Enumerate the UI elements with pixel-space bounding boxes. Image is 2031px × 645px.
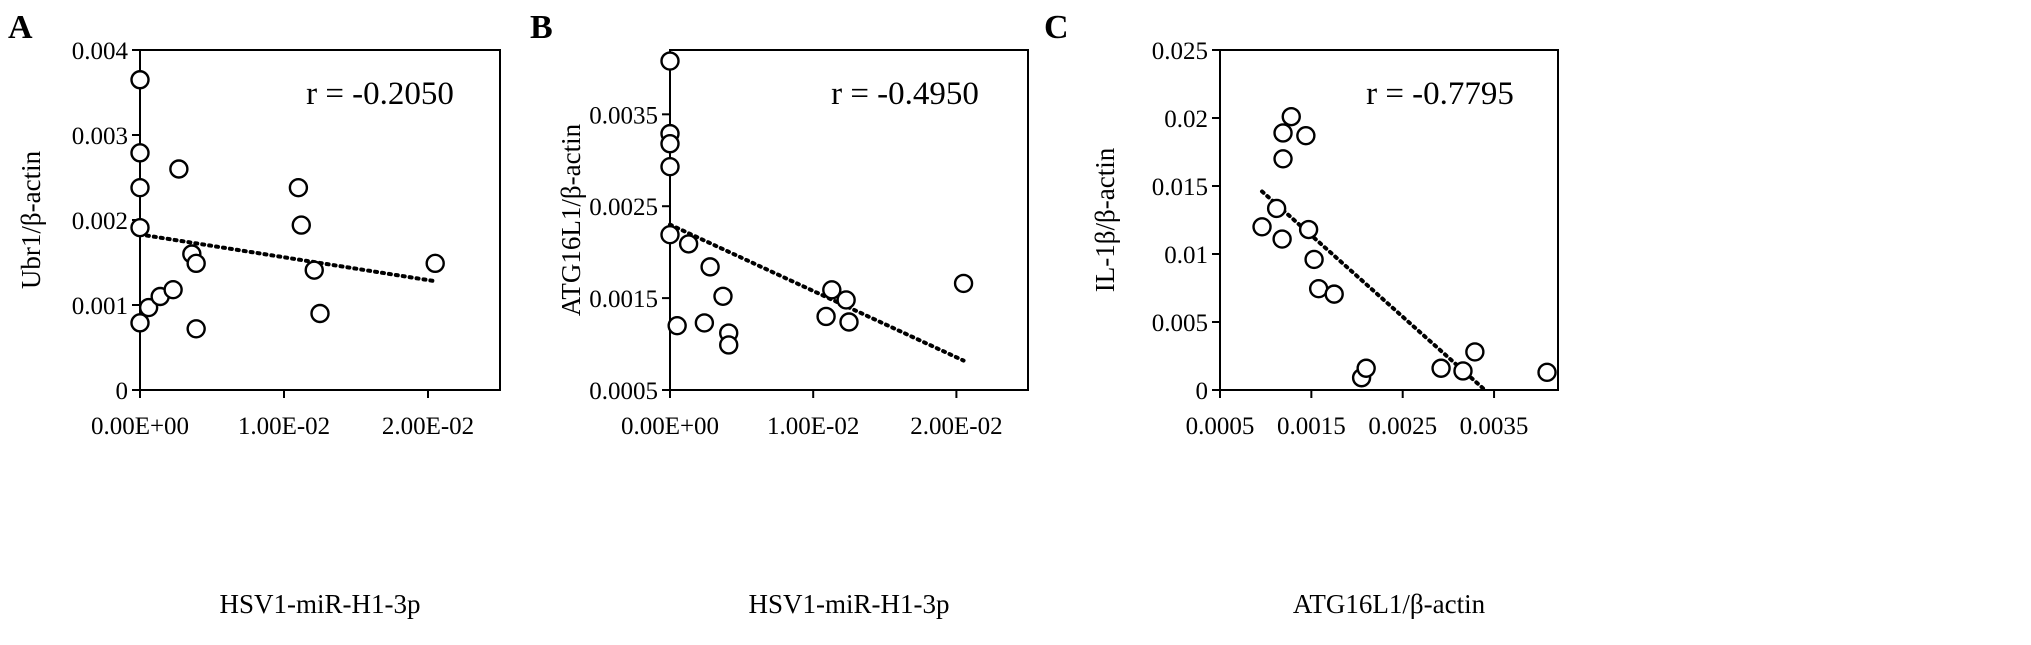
data-point-a (186, 319, 206, 339)
data-point-a (288, 177, 309, 198)
data-point-a (130, 217, 150, 238)
data-point-c (1273, 123, 1293, 143)
y-axis-label-a: Ubr1/β-actin (16, 150, 46, 289)
y-tick-label-a: 0.002 (72, 208, 128, 235)
x-tick-label-c: 0.0005 (1186, 413, 1255, 440)
data-point-b (660, 51, 680, 71)
data-point-c (1465, 342, 1485, 362)
data-point-a (425, 253, 445, 274)
data-point-a (130, 313, 150, 333)
data-point-b (816, 306, 836, 327)
x-tick-label-a: 1.00E-02 (238, 413, 330, 440)
data-point-c (1304, 249, 1324, 270)
correlation-annotation-c: r = -0.7795 (1366, 76, 1514, 112)
panel-letter-b: B (530, 9, 553, 46)
y-axis-label-c: IL-1β/β-actin (1090, 147, 1120, 292)
data-point-b (700, 257, 720, 277)
y-tick-label-c: 0.025 (1152, 38, 1208, 65)
data-point-b (836, 290, 856, 310)
x-axis-label-a: HSV1-miR-H1-3p (220, 589, 421, 619)
data-point-a (169, 159, 189, 179)
data-point-b (678, 234, 699, 254)
x-tick-label-a: 0.00E+00 (91, 413, 189, 440)
x-tick-label-b: 2.00E-02 (910, 413, 1002, 440)
data-point-b (953, 273, 974, 294)
data-point-a (291, 215, 311, 235)
y-tick-label-b: 0.0035 (589, 102, 658, 129)
y-tick-label-b: 0.0025 (589, 194, 658, 221)
x-tick-label-c: 0.0035 (1460, 413, 1529, 440)
data-point-a (310, 303, 330, 324)
data-point-b (839, 312, 859, 332)
data-point-c (1266, 198, 1287, 219)
y-tick-label-b: 0.0005 (589, 378, 658, 405)
y-tick-label-a: 0.004 (72, 38, 129, 65)
data-point-a (304, 260, 324, 280)
data-point-b (713, 286, 733, 306)
correlation-annotation-b: r = -0.4950 (831, 76, 979, 112)
trendline-c (1260, 189, 1487, 392)
data-point-c (1431, 358, 1451, 378)
data-point-b (694, 313, 715, 333)
x-tick-label-b: 1.00E-02 (767, 413, 859, 440)
data-point-b (660, 225, 680, 245)
data-point-b (660, 134, 680, 154)
y-tick-label-a: 0.003 (72, 123, 128, 150)
data-point-a (130, 70, 150, 90)
plot-frame-b (669, 49, 1029, 391)
y-axis-label-b: ATG16L1/β-actin (556, 123, 586, 316)
trendline-b (668, 222, 966, 363)
data-point-c (1296, 125, 1316, 146)
y-tick-label-c: 0.01 (1164, 242, 1208, 269)
panel-a: A 0 0.001 0.002 0.003 0.004 0.00E+00 1.00E-02 2.… (8, 9, 501, 619)
plot-frame-c (1219, 49, 1559, 391)
data-point-c (1453, 361, 1473, 381)
data-point-c (1252, 217, 1272, 237)
data-point-a (130, 143, 150, 163)
y-tick-label-c: 0 (1196, 378, 1209, 405)
y-tick-label-a: 0 (116, 378, 129, 405)
panel-c: C 0 0.005 0.01 0.015 0.02 0.025 0.0005 0.0015 0.0… (1044, 9, 1559, 619)
data-point-c (1324, 284, 1344, 304)
data-point-c (1272, 229, 1292, 249)
data-point-c (1281, 106, 1301, 127)
y-tick-label-c: 0.02 (1164, 106, 1208, 133)
data-point-a (138, 297, 159, 318)
x-tick-label-c: 0.0015 (1277, 413, 1346, 440)
x-tick-label-b: 0.00E+00 (621, 413, 719, 440)
y-tick-label-c: 0.005 (1152, 310, 1208, 337)
data-point-b (719, 335, 739, 355)
data-point-c (1273, 149, 1293, 169)
data-point-b (660, 157, 680, 177)
data-point-c (1356, 358, 1376, 378)
data-point-b (667, 315, 687, 336)
data-point-c (1298, 219, 1319, 240)
x-tick-label-c: 0.0025 (1368, 413, 1437, 440)
x-axis-label-b: HSV1-miR-H1-3p (749, 589, 950, 619)
data-point-c (1537, 362, 1557, 383)
x-tick-label-a: 2.00E-02 (382, 413, 474, 440)
correlation-annotation-a: r = -0.2050 (306, 76, 454, 112)
y-tick-label-b: 0.0015 (589, 286, 658, 313)
data-point-a (130, 177, 150, 198)
data-point-b (822, 280, 842, 300)
trendline-a (138, 232, 438, 284)
data-point-a (163, 280, 183, 300)
panel-letter-a: A (8, 9, 33, 46)
x-axis-label-c: ATG16L1/β-actin (1293, 589, 1486, 619)
y-tick-label-c: 0.015 (1152, 174, 1208, 201)
panel-b: B 0.0005 0.0015 0.0025 0.0035 0.00E+00 1.00E-0… (530, 9, 1029, 619)
y-tick-label-a: 0.001 (72, 293, 128, 320)
panel-letter-c: C (1044, 9, 1069, 46)
data-point-a (186, 253, 206, 274)
